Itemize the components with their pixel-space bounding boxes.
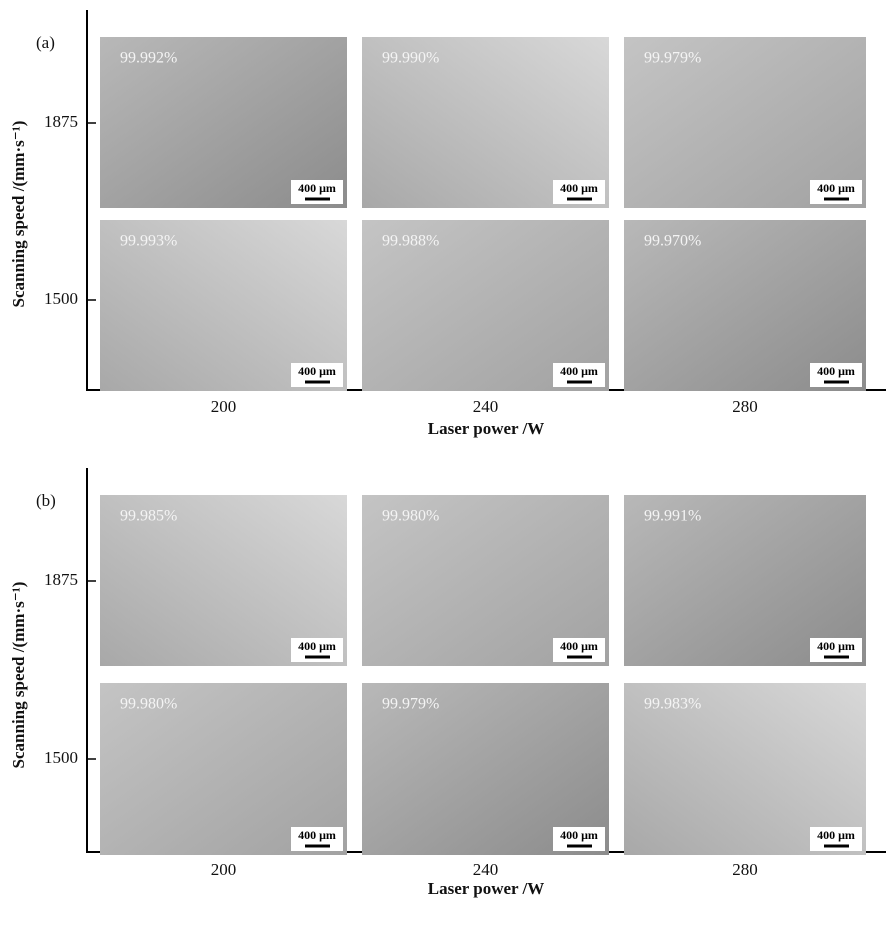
x-tick-label: 200 — [211, 860, 237, 879]
y-axis-label: Scanning speed /(mm·s⁻¹) — [9, 121, 28, 308]
scale-label: 400 μm — [817, 639, 855, 653]
scale-label: 400 μm — [298, 828, 336, 842]
x-axis-label: Laser power /W — [428, 879, 544, 898]
density-label: 99.992% — [120, 50, 177, 67]
panel-label: (b) — [36, 491, 56, 510]
figure: (a) Scanning speed /(mm·s⁻¹) 1875 1500 200 24… — [0, 0, 886, 927]
x-tick-label: 280 — [732, 860, 758, 879]
y-tick-label: 1875 — [44, 112, 78, 131]
x-axis-label: Laser power /W — [428, 419, 544, 438]
y-axis-label: Scanning speed /(mm·s⁻¹) — [9, 582, 28, 769]
scale-label: 400 μm — [817, 828, 855, 842]
density-label: 99.979% — [382, 696, 439, 713]
scale-label: 400 μm — [298, 181, 336, 195]
x-tick-label: 240 — [473, 860, 499, 879]
scale-label: 400 μm — [298, 364, 336, 378]
scale-label: 400 μm — [560, 364, 598, 378]
scale-label: 400 μm — [560, 828, 598, 842]
scale-label: 400 μm — [560, 639, 598, 653]
density-label: 99.993% — [120, 233, 177, 250]
density-label: 99.991% — [644, 508, 701, 525]
density-label: 99.990% — [382, 50, 439, 67]
density-label: 99.988% — [382, 233, 439, 250]
density-label: 99.979% — [644, 50, 701, 67]
x-tick-label: 200 — [211, 397, 237, 416]
x-tick-label: 280 — [732, 397, 758, 416]
density-label: 99.983% — [644, 696, 701, 713]
density-label: 99.985% — [120, 508, 177, 525]
y-tick-label: 1500 — [44, 289, 78, 308]
density-label: 99.980% — [120, 696, 177, 713]
scale-label: 400 μm — [817, 364, 855, 378]
y-tick-label: 1500 — [44, 748, 78, 767]
density-label: 99.970% — [644, 233, 701, 250]
scale-label: 400 μm — [298, 639, 336, 653]
y-tick-label: 1875 — [44, 570, 78, 589]
scale-label: 400 μm — [817, 181, 855, 195]
density-label: 99.980% — [382, 508, 439, 525]
scale-label: 400 μm — [560, 181, 598, 195]
x-tick-label: 240 — [473, 397, 499, 416]
panel-label: (a) — [36, 33, 55, 52]
